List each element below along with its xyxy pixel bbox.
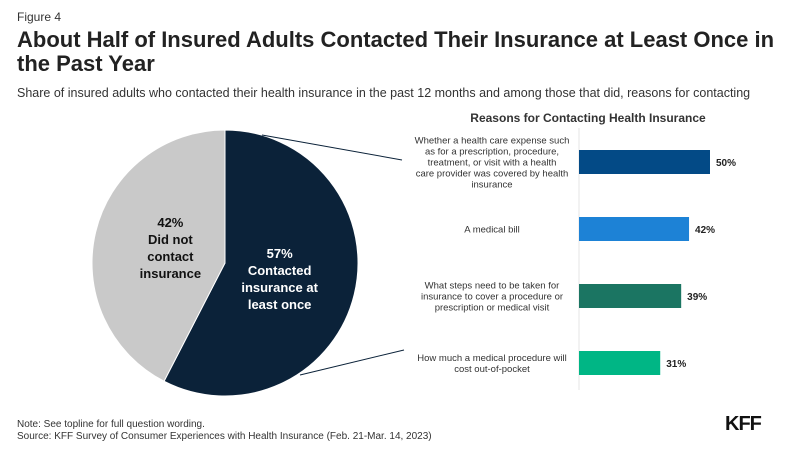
chart-title: About Half of Insured Adults Contacted T… — [17, 27, 775, 76]
leader-line — [299, 349, 405, 376]
bar-value-label: 50% — [716, 158, 736, 169]
bar-category-label: A medical bill — [464, 225, 519, 236]
pie-slice — [163, 129, 359, 397]
bar-category-label: care provider was covered by health — [416, 169, 569, 180]
pie-category-label: Contacted — [248, 263, 312, 278]
bar-category-label: insurance to cover a procedure or — [421, 292, 563, 303]
note-text: Note: See topline for full question word… — [17, 419, 205, 430]
pie-category-label: insurance at — [241, 280, 318, 295]
pie-category-label: contact — [147, 249, 194, 264]
figure-label: Figure 4 — [17, 10, 62, 24]
source-text: Source: KFF Survey of Consumer Experienc… — [17, 431, 432, 442]
bar — [579, 150, 710, 174]
bar-category-label: prescription or medical visit — [435, 303, 550, 314]
bar-category-label: insurance — [471, 180, 512, 191]
pie-slice — [91, 129, 226, 382]
bar — [579, 217, 690, 241]
pie-category-label: Did not — [148, 232, 193, 247]
pie-category-label: least once — [248, 297, 312, 312]
bar-category-label: What steps need to be taken for — [425, 281, 560, 292]
bar-value-label: 39% — [687, 292, 707, 303]
leader-line — [261, 134, 403, 161]
pie-category-label: insurance — [140, 266, 201, 281]
bar-value-label: 31% — [666, 359, 686, 370]
bar — [579, 284, 682, 308]
kff-logo: KFF — [725, 413, 762, 435]
bar — [579, 351, 661, 375]
pie-value-label: 42% — [157, 215, 183, 230]
bar-chart-title: Reasons for Contacting Health Insurance — [470, 111, 706, 125]
bar-value-label: 42% — [695, 225, 715, 236]
bar-category-label: as for a prescription, procedure, — [425, 147, 559, 158]
bar-category-label: How much a medical procedure will — [417, 353, 566, 364]
chart-subtitle: Share of insured adults who contacted th… — [17, 86, 751, 100]
bar-category-label: treatment, or visit with a health — [428, 158, 557, 169]
pie-value-label: 57% — [267, 246, 293, 261]
bar-category-label: Whether a health care expense such — [415, 136, 570, 147]
notes: Note: See topline for full question word… — [17, 419, 432, 443]
bar-category-label: cost out-of-pocket — [454, 364, 530, 375]
